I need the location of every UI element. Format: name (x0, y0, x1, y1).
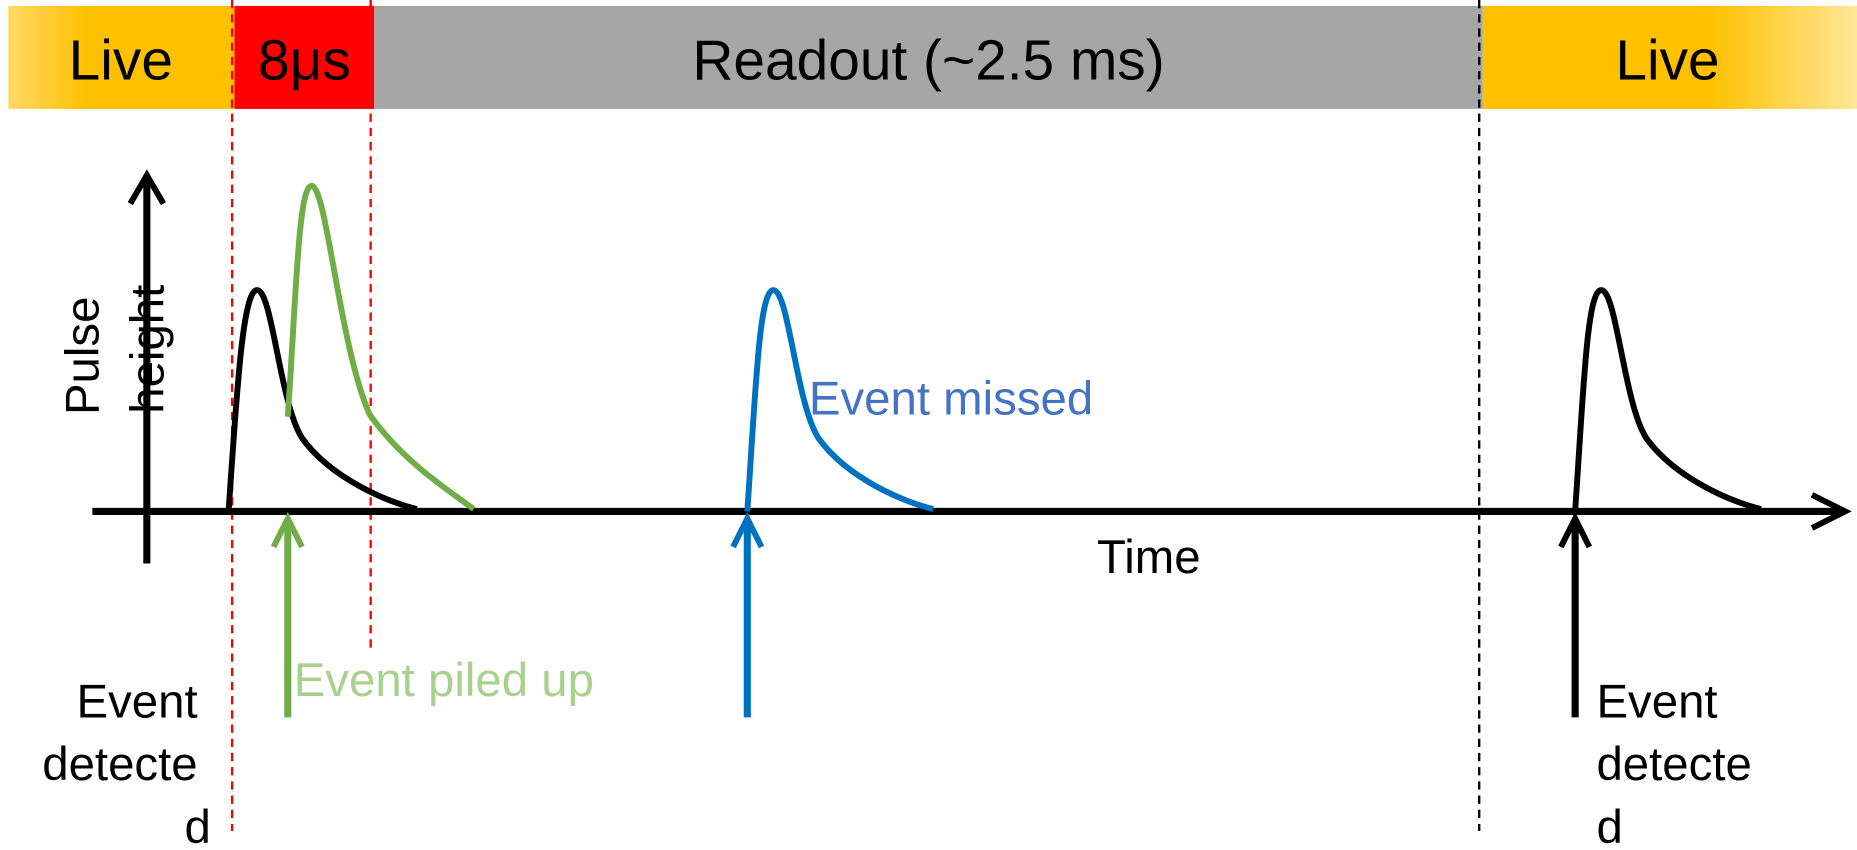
event-label-line: d (184, 801, 210, 850)
live-segment (8, 5, 235, 109)
pulse (744, 287, 934, 512)
event-arrow-head (270, 511, 305, 549)
event-label-line: detecte (42, 738, 197, 791)
pulse (225, 287, 418, 512)
piled-up-label: Event piled up (294, 654, 594, 707)
event-label-line: d (1596, 801, 1622, 850)
missed-label: Event missed (809, 372, 1093, 425)
y-axis-label-line: height (121, 285, 174, 414)
event-label: Event detecte d (42, 675, 211, 850)
y-axis-label: Pulse height (56, 283, 174, 415)
x-axis-label: Time (1097, 531, 1201, 584)
readout-segment (374, 5, 1483, 109)
event-label-line: Event (1596, 675, 1717, 728)
pulse (284, 182, 476, 512)
segment-label: 8μs (258, 29, 351, 92)
event-label-line: Event (76, 675, 197, 728)
y-axis-arrow (127, 169, 166, 206)
segment-label: Live (69, 29, 173, 92)
event-arrow-head (1558, 511, 1592, 549)
event-label-line: detecte (1596, 738, 1751, 791)
pulse (1572, 287, 1762, 512)
event-arrow-head (730, 511, 765, 549)
live-segment (1482, 5, 1857, 109)
x-axis-arrow (1810, 492, 1852, 531)
segment-label: Live (1615, 29, 1719, 92)
event-label: Event detecte d (1596, 675, 1765, 850)
segment-label: Readout (~2.5 ms) (692, 29, 1164, 92)
dead-segment (234, 5, 375, 109)
y-axis-label-line: Pulse (56, 297, 109, 415)
